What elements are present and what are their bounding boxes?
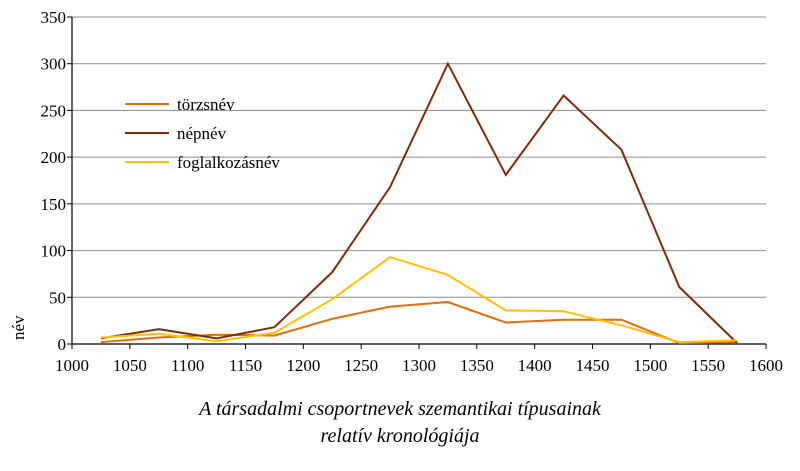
caption-line-1: A társadalmi csoportnevek szemantikai tí… bbox=[199, 398, 601, 420]
series-line-2 bbox=[100, 61, 738, 344]
x-tick-label: 1250 bbox=[344, 356, 378, 375]
x-tick-label: 1000 bbox=[55, 356, 89, 375]
x-tick-label: 1100 bbox=[171, 356, 204, 375]
x-tick-label: 1150 bbox=[229, 356, 262, 375]
x-tick-label: 1450 bbox=[576, 356, 610, 375]
y-tick-label: 50 bbox=[49, 288, 66, 307]
x-tick-label: 1400 bbox=[518, 356, 552, 375]
legend-label: törzsnév bbox=[177, 95, 235, 114]
x-tick-label: 1350 bbox=[460, 356, 494, 375]
x-tick-label: 1200 bbox=[286, 356, 320, 375]
x-tick-label: 1300 bbox=[402, 356, 436, 375]
axes bbox=[71, 17, 766, 345]
x-tick-label: 1500 bbox=[633, 356, 667, 375]
figure-caption: A társadalmi csoportnevek szemantikai tí… bbox=[0, 396, 800, 450]
line-chart: 0 50 100 150 200 250 300 350 1000 1050 1100 1150 12… bbox=[9, 8, 783, 375]
x-axis-ticks: 1000 1050 1100 1150 1200 1250 1300 1350 1400 1450… bbox=[55, 344, 783, 375]
legend: törzsnév népnév foglalkozásnév bbox=[125, 95, 280, 172]
series-lines bbox=[100, 61, 738, 345]
caption-line-2: relatív kronológiája bbox=[320, 425, 480, 447]
y-axis-ticks: 0 50 100 150 200 250 300 350 bbox=[41, 8, 72, 354]
y-tick-label: 350 bbox=[41, 8, 67, 27]
y-tick-label: 0 bbox=[58, 335, 67, 354]
y-tick-label: 200 bbox=[41, 148, 67, 167]
legend-label: népnév bbox=[177, 124, 227, 143]
series-line-1 bbox=[100, 300, 738, 345]
y-tick-label: 250 bbox=[41, 101, 67, 120]
y-tick-label: 300 bbox=[41, 55, 67, 74]
x-tick-label: 1600 bbox=[749, 356, 783, 375]
y-tick-label: 100 bbox=[41, 242, 67, 261]
gridlines bbox=[72, 16, 766, 298]
y-tick-label: 150 bbox=[41, 195, 67, 214]
x-tick-label: 1550 bbox=[691, 356, 725, 375]
y-axis-label: név bbox=[9, 315, 28, 340]
series-line-3 bbox=[100, 255, 738, 344]
legend-label: foglalkozásnév bbox=[177, 153, 280, 172]
x-tick-label: 1050 bbox=[113, 356, 147, 375]
